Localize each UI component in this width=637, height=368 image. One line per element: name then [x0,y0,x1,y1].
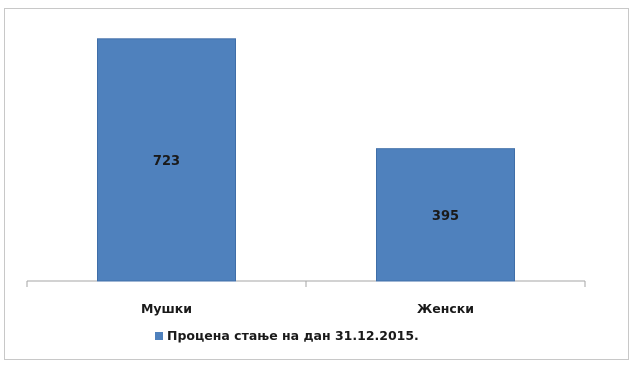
data-label-1: 723 [153,154,180,169]
data-label-2: 395 [432,209,459,224]
x-tick-label-2: Женски [417,301,474,316]
bar-chart: 723 Мушки 395 Женски Процена стање на дан 31… [26,38,586,343]
legend-label: Процена стање на дан 31.12.2015. [167,328,419,343]
chart-frame: 723 Мушки 395 Женски Процена стање на дан 31… [4,8,629,360]
x-tick-label-1: Мушки [141,301,192,316]
bar-1 [97,38,236,282]
legend-swatch [155,332,163,340]
bar-2 [376,148,515,282]
